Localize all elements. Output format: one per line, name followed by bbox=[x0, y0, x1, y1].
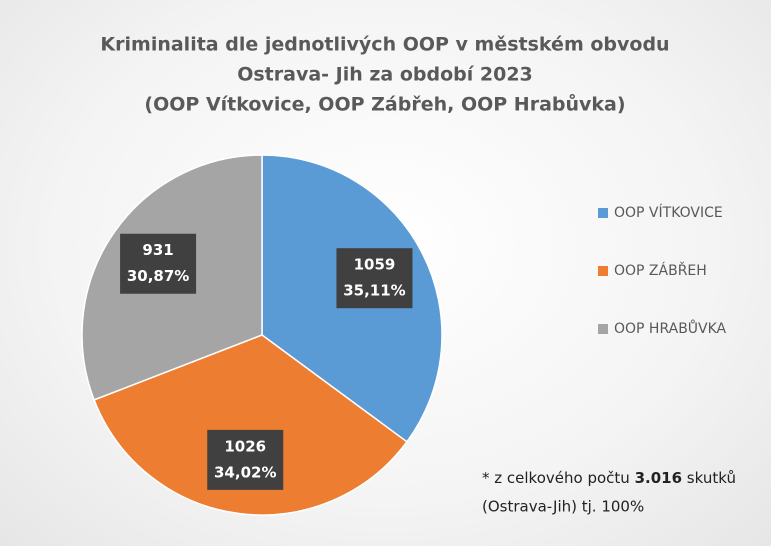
data-label: 1026 bbox=[224, 437, 266, 455]
legend-swatch bbox=[598, 266, 608, 276]
data-label: 1059 bbox=[354, 256, 396, 274]
chart-title: Kriminalita dle jednotlivých OOP v městs… bbox=[100, 34, 669, 56]
data-label: 34,02% bbox=[214, 463, 276, 481]
legend-swatch bbox=[598, 324, 608, 334]
note-line: (Ostrava-Jih) tj. 100% bbox=[482, 498, 644, 516]
legend-label: OOP VÍTKOVICE bbox=[614, 204, 723, 221]
data-label-box bbox=[120, 233, 197, 294]
data-label-box bbox=[336, 248, 413, 309]
note: * z celkového počtu 3.016 skutků bbox=[482, 469, 736, 487]
legend-swatch bbox=[598, 208, 608, 218]
note-prefix: * z celkového počtu bbox=[482, 469, 630, 487]
note-total: 3.016 bbox=[635, 469, 682, 487]
legend-label: OOP ZÁBŘEH bbox=[614, 262, 707, 279]
chart-title: Ostrava- Jih za období 2023 bbox=[237, 64, 533, 86]
data-label: 35,11% bbox=[343, 282, 405, 300]
pie-slice bbox=[93, 334, 408, 516]
data-label: 30,87% bbox=[127, 267, 189, 285]
data-label-box bbox=[207, 429, 284, 490]
chart-title: (OOP Vítkovice, OOP Zábřeh, OOP Hrabůvka… bbox=[144, 93, 625, 116]
data-label: 931 bbox=[142, 241, 173, 259]
legend-label: OOP HRABŮVKA bbox=[614, 319, 727, 337]
note-suffix: skutků bbox=[687, 469, 736, 487]
